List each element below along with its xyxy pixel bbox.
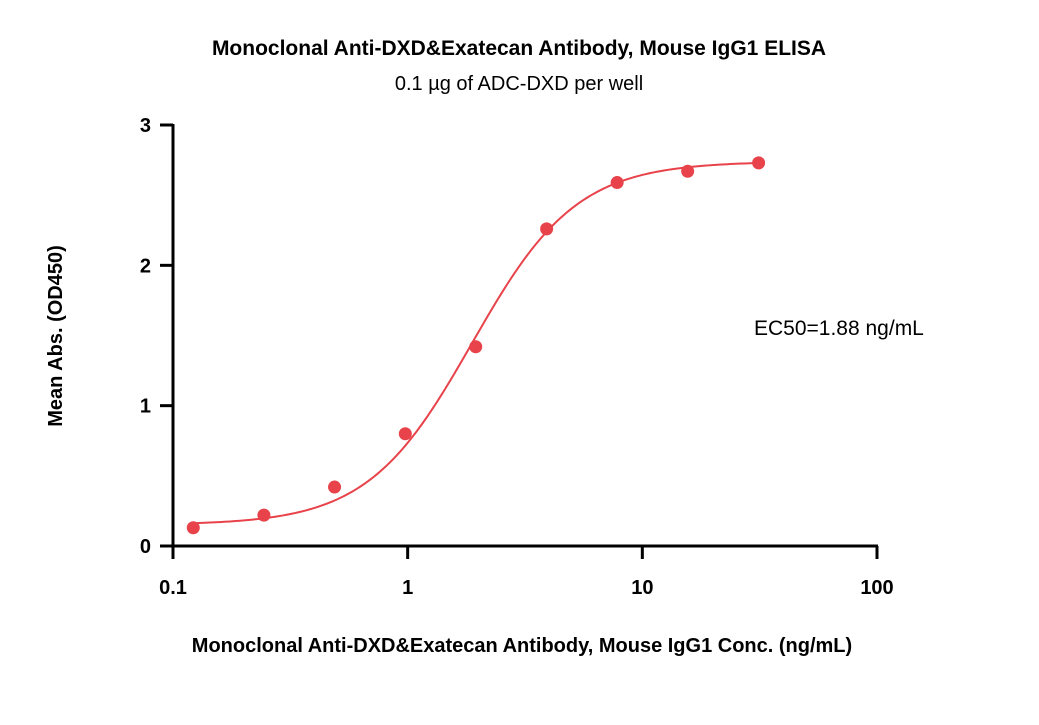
x-tick-label: 100 xyxy=(860,577,893,599)
data-point xyxy=(752,156,766,170)
data-point xyxy=(186,521,200,535)
y-tick-label: 3 xyxy=(140,115,151,137)
data-point xyxy=(681,164,695,178)
x-axis-label: Monoclonal Anti-DXD&Exatecan Antibody, M… xyxy=(192,635,852,657)
y-axis: 0 1 2 3 xyxy=(140,115,175,558)
ec50-annotation: EC50=1.88 ng/mL xyxy=(754,317,924,340)
fit-curve-layer xyxy=(193,161,759,525)
data-point xyxy=(610,176,624,190)
y-tick-label: 1 xyxy=(140,396,151,418)
fit-curve xyxy=(193,161,759,525)
x-tick-label: 0.1 xyxy=(159,577,187,599)
data-point xyxy=(328,480,342,494)
chart-title: Monoclonal Anti-DXD&Exatecan Antibody, M… xyxy=(212,37,826,60)
x-tick-label: 10 xyxy=(631,577,653,599)
chart-subtitle: 0.1 µg of ADC-DXD per well xyxy=(395,73,643,95)
x-axis: 0.1 1 10 100 xyxy=(159,544,894,599)
x-tick-label: 1 xyxy=(402,577,413,599)
y-tick-label: 2 xyxy=(140,255,151,277)
data-point xyxy=(398,427,412,441)
y-tick-label: 0 xyxy=(140,536,151,558)
data-point xyxy=(257,508,271,522)
data-points-layer xyxy=(186,156,766,535)
y-axis-label: Mean Abs. (OD450) xyxy=(45,245,67,427)
data-point xyxy=(540,222,554,236)
data-point xyxy=(469,340,483,354)
